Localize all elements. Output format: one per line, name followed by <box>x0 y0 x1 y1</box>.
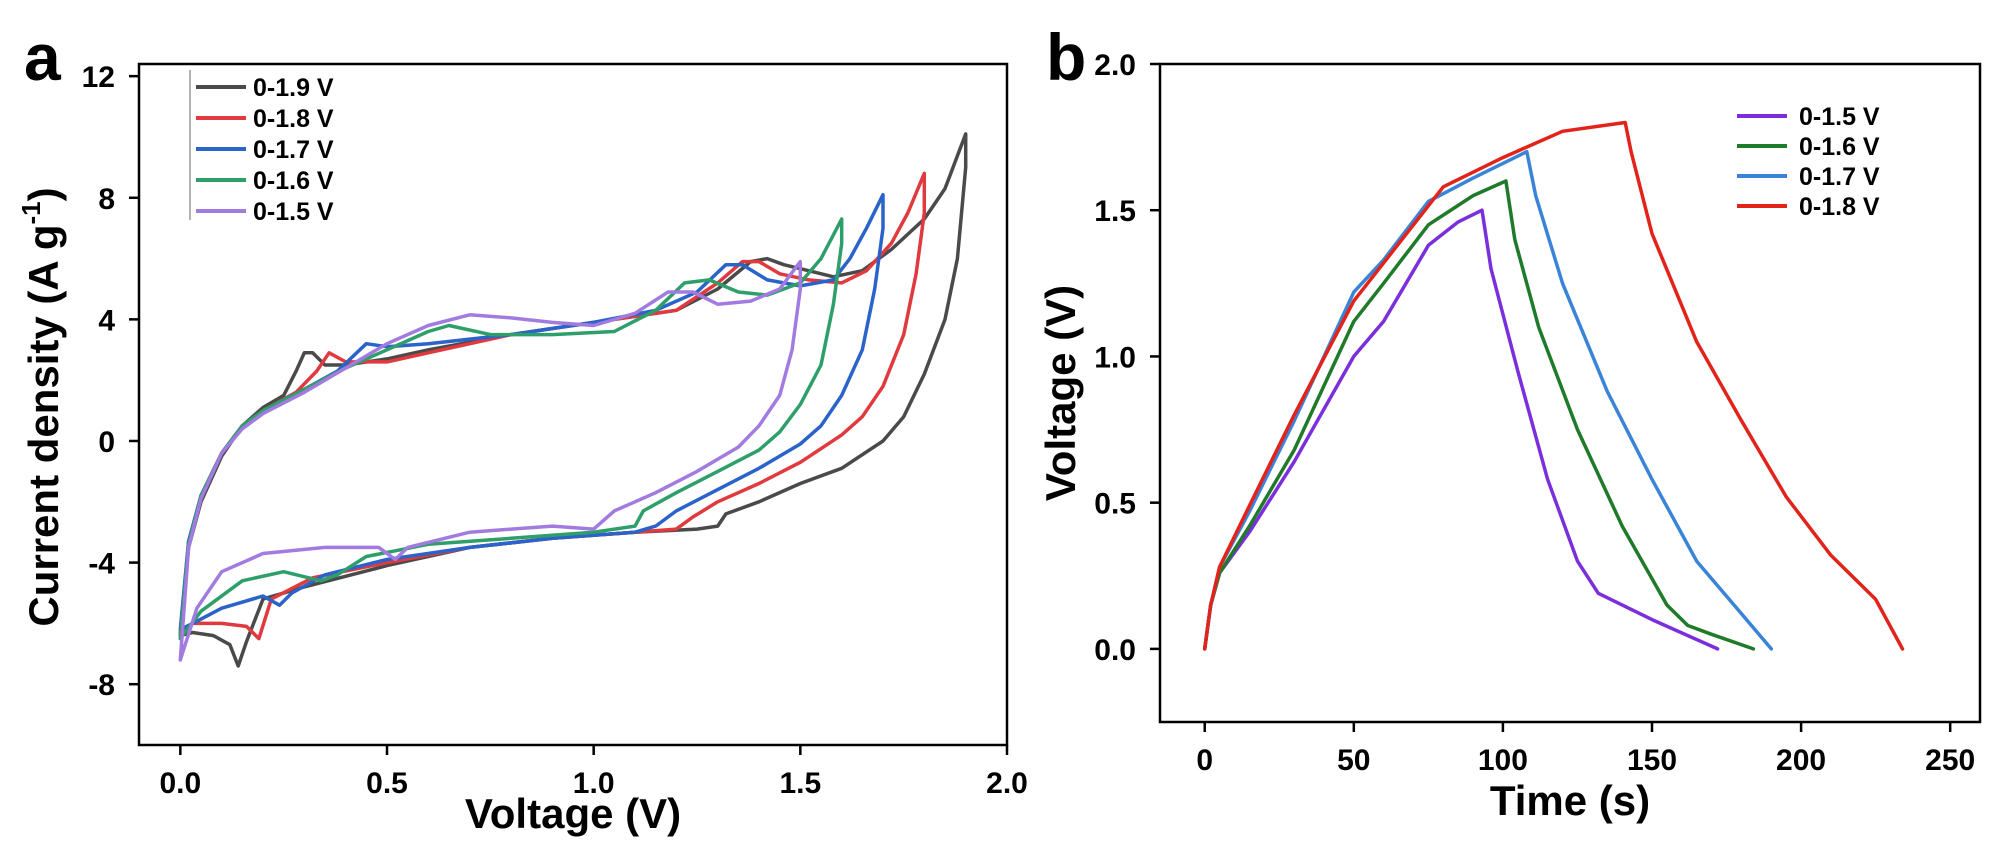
panel-a-legend-label: 0-1.9 V <box>253 74 334 102</box>
panel-b-y-axis-title: Voltage (V) <box>1037 285 1084 501</box>
panel-a-x-tick-label: 1.5 <box>779 767 821 800</box>
panel-a-cv-chart: a 0.0 0.5 1.0 1.5 2.0 -8 -4 0 4 8 12 Voltage (V) C… <box>16 20 1028 837</box>
panel-a-letter: a <box>24 20 62 94</box>
panel-b-y-tick-label: 0.0 <box>1094 634 1136 667</box>
panel-a-y-tick-label: 4 <box>98 304 115 337</box>
panel-b-legend-label: 0-1.7 V <box>1799 163 1880 191</box>
panel-b-x-tick-label: 250 <box>1925 744 1975 777</box>
panel-a-y-tick-label: 0 <box>98 426 115 459</box>
panel-a-series-0-1.8v <box>178 171 927 641</box>
panel-a-legend-label: 0-1.6 V <box>253 167 334 195</box>
panel-b-legend: 0-1.5 V0-1.6 V0-1.7 V0-1.8 V <box>1737 103 1880 221</box>
panel-b-legend-label: 0-1.6 V <box>1799 133 1880 161</box>
panel-a-legend-label: 0-1.8 V <box>253 105 334 133</box>
panel-a-x-tick-label: 0.5 <box>366 767 408 800</box>
panel-b-series-0-1.5v <box>1202 208 1720 651</box>
panel-a-ticks: 0.0 0.5 1.0 1.5 2.0 -8 -4 0 4 8 12 <box>82 61 1028 800</box>
panel-b-x-tick-label: 0 <box>1196 744 1213 777</box>
panel-a-x-tick-label: 1.0 <box>573 767 615 800</box>
panel-a-y-axis-title-sup: -1 <box>16 201 46 224</box>
panel-b-gcd-chart: b 0 50 100 150 200 250 0.0 0.5 1.0 1.5 2.0 Time (s… <box>1037 20 1982 824</box>
panel-b-y-tick-label: 0.5 <box>1094 488 1136 521</box>
panel-a-y-tick-label: 8 <box>98 183 115 216</box>
panel-a-x-tick-label: 0.0 <box>159 767 201 800</box>
panel-b-ticks: 0 50 100 150 200 250 0.0 0.5 1.0 1.5 2.0 <box>1094 49 1975 777</box>
panel-a-legend-label: 0-1.5 V <box>253 198 334 226</box>
panel-a-plot-frame <box>137 62 1009 747</box>
panel-b-x-tick-label: 100 <box>1478 744 1528 777</box>
panel-b-x-tick-label: 50 <box>1337 744 1370 777</box>
panel-a-y-axis-title: Current density (A g-1) <box>16 187 67 626</box>
panel-a-legend: 0-1.9 V 0-1.8 V 0-1.7 V 0-1.6 V 0-1.5 V <box>189 70 334 226</box>
panel-b-series-0-1.6v <box>1202 179 1756 651</box>
panel-a-y-axis-title-main: Current density (A g <box>20 224 67 626</box>
panel-b-series-group <box>1202 120 1905 651</box>
panel-b-legend-label: 0-1.8 V <box>1799 193 1880 221</box>
panel-b-x-tick-label: 150 <box>1627 744 1677 777</box>
panel-a-series-0-1.7v <box>178 192 885 632</box>
panel-b-x-tick-label: 200 <box>1776 744 1826 777</box>
panel-a-x-tick-label: 2.0 <box>986 767 1028 800</box>
panel-b-series-0-1.8v <box>1202 120 1905 651</box>
panel-a-y-tick-label: 12 <box>82 61 115 94</box>
panel-a-y-tick-label: -8 <box>88 669 115 702</box>
panel-b-plot-frame <box>1158 62 1982 724</box>
panel-a-legend-label: 0-1.7 V <box>253 136 334 164</box>
panel-b-series-0-1.7v <box>1202 149 1774 651</box>
panel-a-y-tick-label: -4 <box>88 548 115 581</box>
panel-b-y-tick-label: 1.0 <box>1094 341 1136 374</box>
panel-b-y-tick-label: 1.5 <box>1094 195 1136 228</box>
panel-a-x-axis-title: Voltage (V) <box>465 790 681 837</box>
panel-a-series-group <box>178 132 968 668</box>
panel-a-series-0-1.6v <box>178 217 844 641</box>
panel-b-legend-label: 0-1.5 V <box>1799 103 1880 131</box>
panel-b-x-axis-title: Time (s) <box>1490 777 1650 824</box>
panel-b-y-tick-label: 2.0 <box>1094 49 1136 82</box>
panel-b-letter: b <box>1046 20 1086 94</box>
panel-a-series-0-1.5v <box>178 259 803 662</box>
panel-a-y-axis-title-end: ) <box>20 187 67 201</box>
